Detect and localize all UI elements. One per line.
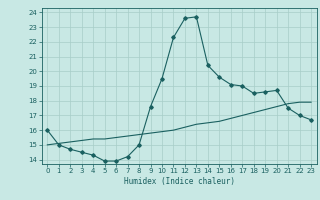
X-axis label: Humidex (Indice chaleur): Humidex (Indice chaleur) <box>124 177 235 186</box>
